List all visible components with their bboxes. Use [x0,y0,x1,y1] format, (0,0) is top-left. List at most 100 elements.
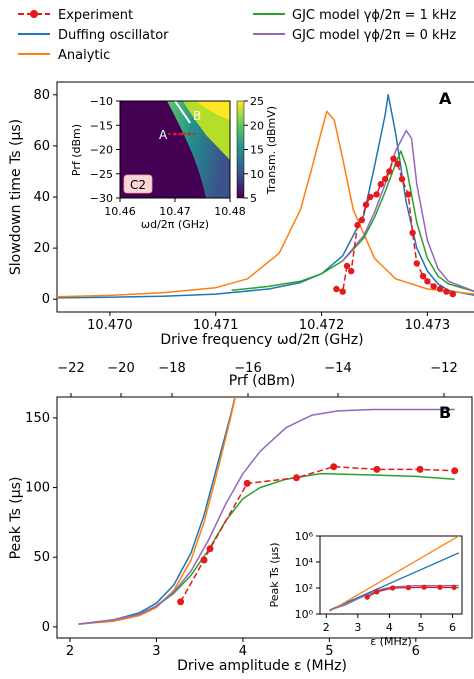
top-x-tick-label: −18 [158,361,185,376]
legend-entry-duffing: Duffing oscillator [18,28,169,43]
legend: Experiment Duffing oscillator Analytic G… [18,8,456,63]
inset-log: 2 3 4 5 6 10⁰ 10² 10⁴ 10⁶ ε (MHz) Peak Ts (μs) [268,530,463,648]
colorbar-tick-label: 15 [250,144,264,157]
panel-a: 10.470 10.471 10.472 10.473 0 20 40 60 80 Drive… [8,81,474,348]
y-tick-label: 10² [295,582,313,595]
data-point-experiment [243,479,251,487]
top-x-tick-label: −14 [324,361,351,376]
data-point-experiment [405,585,411,591]
inset-heatmap: A B C2 10.46 10.47 10.48 −10 −15 −20 −25 −30 ω… [70,95,278,231]
data-point-experiment [364,594,370,600]
y-tick-label: −20 [90,144,113,157]
y-tick-label: 20 [33,241,50,256]
legend-label-gjc-0khz: GJC model γϕ/2π = 0 kHz [292,28,456,43]
x-tick-label: 5 [417,621,424,634]
x-tick-label: 10.48 [214,205,246,218]
legend-label-gjc-1khz: GJC model γϕ/2π = 1 kHz [292,8,456,23]
y-tick-label: 100 [25,481,50,496]
series-line-gjc-model-2-0-khz [342,129,474,293]
x-tick-label: 3 [152,644,160,659]
y-tick-label: 50 [33,550,50,565]
data-point-experiment [405,191,412,198]
x-tick-label: 4 [239,644,247,659]
series-line-gjc-model-2-0-khz [329,584,459,611]
x-tick-label: 10.471 [193,318,239,333]
series-line-gjc-model-2-1-khz [231,150,474,293]
legend-label-analytic: Analytic [58,48,110,63]
series-line-duffing-oscillator [57,94,474,299]
panel-b-ylabel: Peak Ts (μs) [8,477,24,560]
series-line-duffing-oscillator [329,552,460,611]
inset-log-ylabel: Peak Ts (μs) [268,542,281,607]
panel-b-yticks: 0 50 100 150 [25,411,57,635]
x-tick-label: 10.46 [104,205,136,218]
data-point-experiment [206,545,214,553]
series-line-gjc-model-2-0-khz [78,408,455,625]
x-tick-label: 10.470 [87,318,133,333]
colorbar-tick-label: 20 [250,119,264,132]
data-point-experiment [354,221,361,229]
y-tick-label: 0 [42,292,50,307]
data-point-experiment [419,273,427,280]
data-point-experiment [358,216,365,224]
data-point-experiment [200,556,208,564]
x-tick-label: 3 [354,621,361,634]
y-tick-label: 10⁴ [295,556,314,569]
data-point-experiment [367,193,374,201]
top-x-tick-label: −20 [107,361,134,376]
heatmap-xticks: 10.46 10.47 10.48 [104,198,246,218]
data-point-experiment [451,584,457,591]
x-tick-label: 2 [66,644,74,659]
y-tick-label: −25 [90,168,113,181]
data-point-experiment [430,283,437,290]
data-point-experiment [333,285,340,293]
panel-b-series [78,397,459,625]
colorbar-tick-label: 5 [250,192,257,205]
y-tick-label: 150 [25,411,50,426]
data-point-experiment [416,465,424,473]
y-tick-label: 10⁰ [295,608,314,621]
top-x-tick-label: −12 [430,361,457,376]
y-tick-label: 60 [33,139,50,154]
heatmap-annotation-a: A [159,128,168,142]
y-tick-label: −10 [90,95,113,108]
y-tick-label: 0 [42,620,50,635]
panel-a-xticks: 10.470 10.471 10.472 10.473 [87,312,450,333]
series-line-analytic [329,536,460,612]
colorbar-ticks: 5 10 15 20 25 [244,95,264,205]
y-tick-label: 40 [33,190,50,205]
heatmap-panel-badge [123,174,153,194]
inset-log-xticks: 2 3 4 5 6 [323,614,456,634]
data-point-experiment [386,168,393,175]
legend-entry-gjc-0khz: GJC model γϕ/2π = 0 kHz [253,28,456,43]
panel-b-frame [56,396,473,639]
data-point-experiment [362,201,370,208]
legend-entry-gjc-1khz: GJC model γϕ/2π = 1 kHz [253,8,456,23]
heatmap-yticks: −10 −15 −20 −25 −30 [90,95,120,205]
heatmap-panel-label: C2 [130,178,146,192]
x-tick-label: 10.47 [159,205,191,218]
panel-b-top-xlabel: Prf (dBm) [229,373,295,389]
y-tick-label: −15 [90,119,113,132]
data-point-experiment [377,181,384,188]
legend-entry-analytic: Analytic [18,48,110,63]
panel-b: 2 3 4 5 6 0 50 100 150 −22 −20 −18 −16 −14 −12 Drive… [8,361,473,674]
series-line-analytic [57,110,474,298]
data-point-experiment [436,285,444,293]
data-point-experiment [381,175,389,183]
panel-a-series [57,94,474,299]
colorbar-tick-label: 10 [250,168,264,181]
x-tick-label: 4 [386,621,393,634]
data-point-experiment [343,262,351,270]
colorbar [236,100,245,199]
series-line-experiment [336,157,454,295]
panel-b-xticks: 2 3 4 5 6 [66,638,420,659]
heatmap-ylabel: Prf (dBm) [70,124,83,176]
data-point-experiment [421,584,427,590]
data-point-experiment [409,229,416,236]
data-point-experiment [293,474,300,482]
data-point-experiment [374,589,380,595]
data-point-experiment [451,467,459,475]
data-point-experiment [424,278,431,285]
